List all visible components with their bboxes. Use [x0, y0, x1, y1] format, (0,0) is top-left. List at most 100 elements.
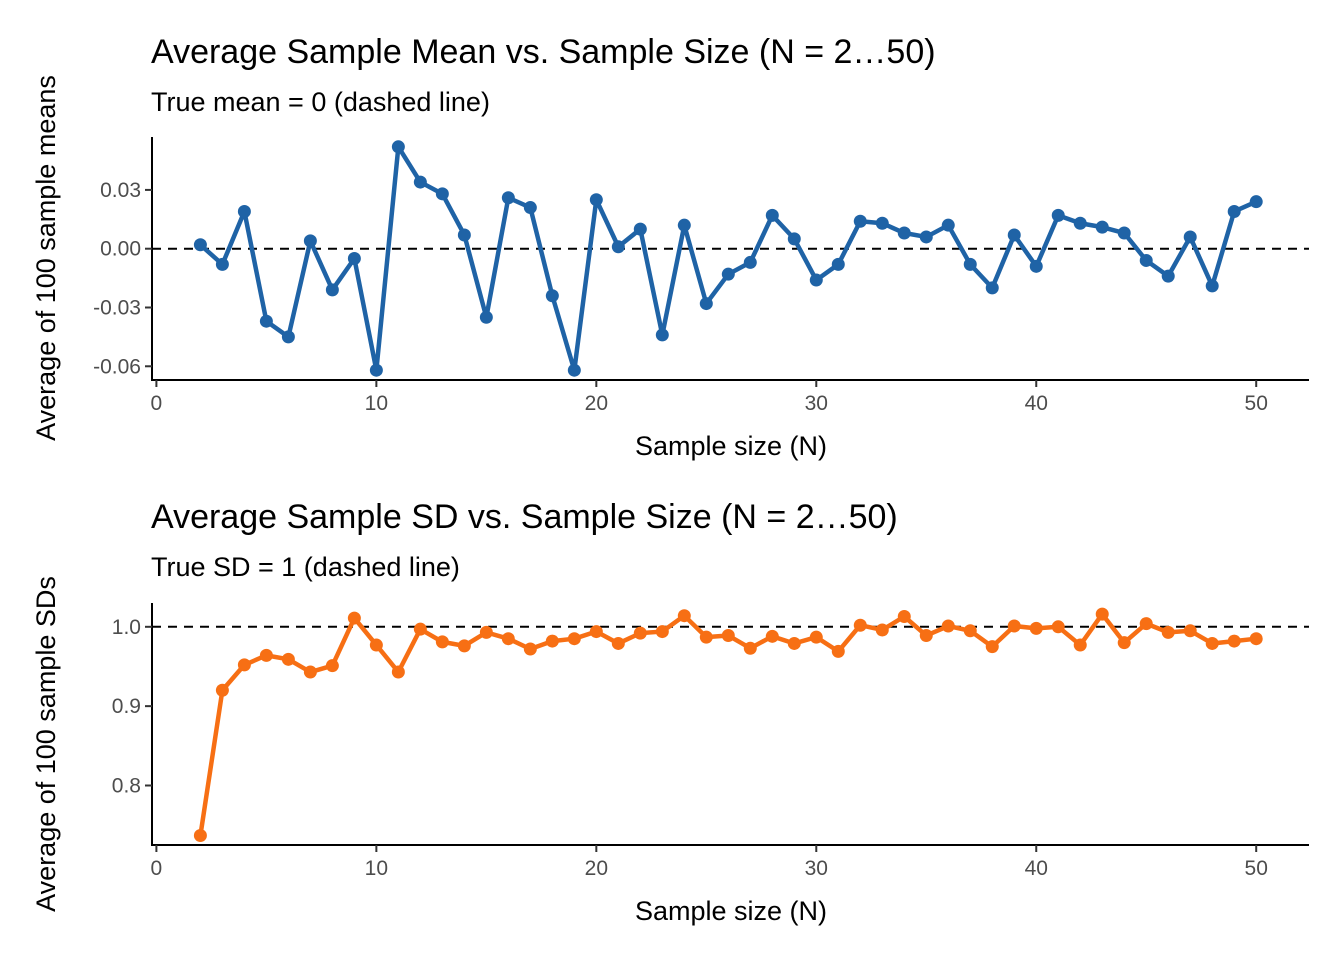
- data-point: [567, 632, 581, 646]
- data-point: [853, 214, 867, 228]
- data-point: [1073, 638, 1087, 652]
- data-point: [347, 611, 361, 625]
- data-point: [941, 619, 955, 633]
- data-point: [1051, 208, 1065, 222]
- data-point: [457, 228, 471, 242]
- data-point: [919, 629, 933, 643]
- data-point: [633, 222, 647, 236]
- data-point: [611, 636, 625, 650]
- data-point: [1095, 607, 1109, 621]
- chart-subtitle: True mean = 0 (dashed line): [151, 87, 490, 117]
- y-tick-label: 0.00: [100, 238, 141, 261]
- data-point: [1205, 279, 1219, 293]
- data-point: [1183, 624, 1197, 638]
- data-point: [831, 257, 845, 271]
- x-tick-label: 10: [365, 392, 388, 415]
- data-point: [413, 175, 427, 189]
- data-point: [875, 623, 889, 637]
- data-point: [743, 641, 757, 655]
- data-point: [457, 639, 471, 653]
- data-point: [963, 624, 977, 638]
- data-point: [281, 330, 295, 344]
- chart-title: Average Sample Mean vs. Sample Size (N =…: [151, 33, 936, 71]
- data-point: [259, 314, 273, 328]
- data-point: [193, 828, 207, 842]
- data-point: [479, 625, 493, 639]
- data-point: [875, 216, 889, 230]
- data-point: [809, 630, 823, 644]
- x-tick-label: 20: [585, 857, 608, 880]
- data-point: [699, 297, 713, 311]
- x-tick-label: 0: [151, 857, 163, 880]
- data-point: [501, 191, 515, 205]
- data-point: [1029, 621, 1043, 635]
- data-point: [303, 234, 317, 248]
- data-point: [1095, 220, 1109, 234]
- data-point: [985, 281, 999, 295]
- data-point: [1007, 619, 1021, 633]
- data-point: [215, 683, 229, 697]
- data-point: [413, 622, 427, 636]
- x-tick-label: 50: [1245, 392, 1268, 415]
- y-axis-title: Average of 100 sample SDs: [31, 576, 61, 912]
- y-tick-label: 1.0: [112, 616, 141, 639]
- panel-sample-mean: Average Sample Mean vs. Sample Size (N =…: [31, 33, 1309, 461]
- data-point: [787, 232, 801, 246]
- data-point: [611, 240, 625, 254]
- chart-title: Average Sample SD vs. Sample Size (N = 2…: [151, 498, 898, 536]
- data-point: [1139, 617, 1153, 631]
- x-axis-title: Sample size (N): [635, 431, 827, 461]
- data-point: [765, 208, 779, 222]
- data-point: [809, 273, 823, 287]
- data-point: [1051, 620, 1065, 634]
- data-point: [1139, 253, 1153, 267]
- data-point: [523, 642, 537, 656]
- data-point: [1183, 230, 1197, 244]
- data-point: [435, 187, 449, 201]
- data-point: [853, 618, 867, 632]
- data-point: [1249, 632, 1263, 646]
- data-point: [325, 283, 339, 297]
- data-point: [523, 201, 537, 215]
- x-tick-label: 40: [1025, 857, 1048, 880]
- y-tick-label: -0.06: [93, 355, 141, 378]
- data-point: [633, 626, 647, 640]
- data-point: [963, 257, 977, 271]
- data-point: [1161, 625, 1175, 639]
- data-point: [545, 289, 559, 303]
- panel-sample-sd: Average Sample SD vs. Sample Size (N = 2…: [31, 498, 1309, 926]
- data-point: [743, 255, 757, 269]
- plot-area: 0 10 20 30 40 50 0.8 0.9 1.0: [112, 603, 1309, 880]
- data-point: [567, 363, 581, 377]
- data-point: [721, 267, 735, 281]
- chart-subtitle: True SD = 1 (dashed line): [151, 552, 460, 582]
- x-tick-label: 30: [805, 392, 828, 415]
- data-point: [281, 652, 295, 666]
- data-point: [369, 638, 383, 652]
- data-point: [303, 665, 317, 679]
- data-point: [479, 310, 493, 324]
- data-point: [919, 230, 933, 244]
- data-point: [259, 648, 273, 662]
- data-point: [1117, 636, 1131, 650]
- data-point: [325, 659, 339, 673]
- data-point: [347, 252, 361, 265]
- data-point: [721, 629, 735, 643]
- y-tick-label: 0.9: [112, 695, 141, 718]
- data-point: [545, 634, 559, 648]
- data-point: [1227, 204, 1241, 218]
- data-point: [831, 644, 845, 658]
- data-point: [699, 630, 713, 644]
- y-tick-label: -0.03: [93, 296, 141, 319]
- data-point: [765, 629, 779, 643]
- data-point: [237, 204, 251, 218]
- data-point: [655, 625, 669, 639]
- data-point: [369, 363, 383, 377]
- data-point: [1007, 228, 1021, 242]
- y-tick-label: 0.8: [112, 774, 141, 797]
- data-point: [677, 609, 691, 623]
- data-point: [589, 625, 603, 639]
- data-point: [1117, 226, 1131, 240]
- y-axis-title: Average of 100 sample means: [31, 75, 61, 441]
